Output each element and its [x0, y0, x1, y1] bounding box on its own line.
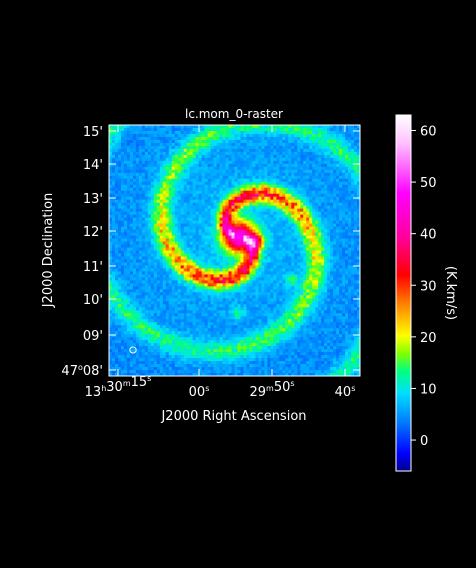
x-tick-label: 00s — [189, 384, 210, 400]
colorbar-tick-label: 50 — [420, 176, 437, 191]
y-tick-label: 13' — [83, 192, 103, 207]
colorbar-ticks: 0 10 20 30 40 50 60 — [411, 124, 437, 449]
colorbar-tick-label: 20 — [420, 331, 437, 346]
x-axis-label: J2000 Right Ascension — [160, 409, 306, 424]
x-axis-ticks: 13h30m15s 00s 29m50s 40s — [85, 125, 356, 400]
heatmap-raster — [109, 125, 360, 376]
y-axis-ticks: 47o08' 09' 10' 11' 12' 13' 14' 15' — [61, 125, 360, 379]
colorbar — [395, 114, 412, 472]
y-tick-label: 15' — [83, 125, 103, 140]
chart-title: lc.mom_0-raster — [185, 107, 283, 121]
x-tick-label: 40s — [335, 384, 356, 400]
colorbar-tick-label: 40 — [420, 228, 437, 243]
colorbar-label: (K.km/s) — [443, 266, 458, 320]
x-tick-label: 13h30m15s — [85, 374, 152, 400]
colorbar-tick-label: 10 — [420, 382, 437, 397]
colorbar-tick-label: 60 — [420, 124, 437, 139]
x-tick-label: 29m50s — [249, 379, 294, 400]
colorbar-tick-label: 0 — [420, 434, 428, 449]
y-axis-label: J2000 Declination — [41, 193, 56, 309]
plot-frame — [108, 124, 361, 377]
y-tick-label: 11' — [83, 260, 103, 275]
beam-marker — [129, 346, 137, 354]
y-tick-label: 12' — [83, 225, 103, 240]
y-tick-label: 47o08' — [61, 363, 103, 379]
y-tick-label: 14' — [83, 158, 103, 173]
y-tick-label: 09' — [83, 329, 103, 344]
colorbar-tick-label: 30 — [420, 279, 437, 294]
y-tick-label: 10' — [83, 293, 103, 308]
